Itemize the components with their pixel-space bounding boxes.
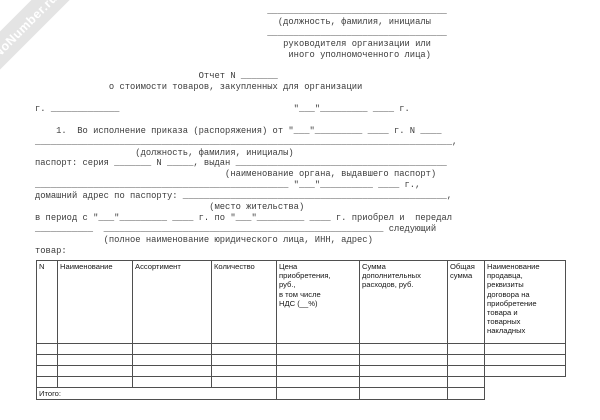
- empty-cell: [276, 354, 360, 366]
- total-label: Итого:: [36, 386, 277, 401]
- empty-cell: [211, 365, 277, 377]
- doc-line: (должность, фамилия, инициалы): [35, 147, 294, 158]
- table-row: [36, 343, 566, 355]
- col-header-extra-costs: Сумма дополнительных расходов, руб.: [359, 260, 448, 344]
- empty-cell: [447, 386, 485, 401]
- col-header-price: Цена приобретения, руб., в том числе НДС…: [276, 260, 360, 344]
- doc-line: товар:: [35, 245, 67, 256]
- empty-cell: [359, 343, 448, 355]
- empty-cell: [132, 354, 212, 366]
- empty-cell: [57, 376, 133, 388]
- empty-cell: [484, 354, 566, 366]
- empty-cell: [211, 343, 277, 355]
- empty-cell: [276, 376, 360, 388]
- doc-line: [35, 115, 457, 126]
- empty-cell: [36, 365, 58, 377]
- col-header-number: N: [36, 260, 58, 344]
- doc-line: ___________ ____________________________…: [35, 223, 437, 234]
- col-header-total-sum: Общая сумма: [447, 260, 485, 344]
- table-header-row: N Наименование Ассортимент Количество Це…: [36, 260, 566, 344]
- empty-cell: [447, 354, 485, 366]
- doc-line: (должность, фамилия, инициалы: [35, 16, 431, 27]
- empty-cell: [276, 365, 360, 377]
- empty-cell: [484, 365, 566, 377]
- doc-line: __________________________________: [35, 6, 447, 16]
- col-header-quantity: Количество: [211, 260, 277, 344]
- doc-line: руководителя организации или: [35, 38, 431, 49]
- empty-cell: [132, 376, 212, 388]
- doc-line: (место жительства): [35, 202, 305, 213]
- empty-cell: [36, 354, 58, 366]
- doc-title-line: о стоимости товаров, закупленных для орг…: [35, 82, 363, 93]
- doc-line: [35, 93, 457, 104]
- doc-title-line: Отчет N _______: [35, 71, 278, 82]
- col-header-name: Наименование: [57, 260, 133, 344]
- empty-cell: [447, 376, 485, 388]
- doc-line: ________________________________________…: [35, 136, 458, 147]
- empty-cell: [132, 365, 212, 377]
- col-header-seller: Наименование продавца, реквизиты договор…: [484, 260, 566, 344]
- empty-cell: [484, 343, 566, 355]
- empty-cell: [211, 354, 277, 366]
- doc-line: (полное наименование юридического лица, …: [35, 234, 373, 245]
- empty-cell: [36, 343, 58, 355]
- doc-line: домашний адрес по паспорту: ____________…: [35, 191, 453, 202]
- doc-line: (наименование органа, выдавшего паспорт): [35, 169, 437, 180]
- empty-cell: [447, 343, 485, 355]
- goods-table: N Наименование Ассортимент Количество Це…: [36, 260, 566, 401]
- doc-line: в период с "___"_________ ____ г. по "__…: [35, 212, 453, 223]
- empty-cell: [57, 343, 133, 355]
- empty-cell: [359, 386, 448, 401]
- table-row: [36, 354, 566, 366]
- table-row-short: [36, 376, 566, 388]
- empty-cell: [36, 376, 58, 388]
- col-header-assortment: Ассортимент: [132, 260, 212, 344]
- empty-cell: [211, 376, 277, 388]
- form-text-block: __________________________________ (долж…: [35, 6, 457, 256]
- doc-line: иного уполномоченного лица): [35, 49, 431, 60]
- empty-cell: [276, 386, 360, 401]
- doc-line: паспорт: серия _______ N _____, выдан __…: [35, 158, 447, 169]
- empty-cell: [359, 376, 448, 388]
- doc-line: __________________________________: [35, 27, 447, 38]
- total-row: Итого:: [36, 386, 566, 401]
- empty-cell: [359, 365, 448, 377]
- doc-line: ________________________________________…: [35, 180, 421, 191]
- doc-line: [35, 60, 457, 71]
- doc-line: 1. Во исполнение приказа (распоряжения) …: [35, 125, 442, 136]
- empty-cell: [57, 354, 133, 366]
- empty-cell: [276, 343, 360, 355]
- empty-cell: [57, 365, 133, 377]
- doc-line: г. _____________ "___"_________ ____ г.: [35, 104, 410, 115]
- empty-cell: [132, 343, 212, 355]
- empty-cell: [359, 354, 448, 366]
- table-row: [36, 365, 566, 377]
- empty-cell: [447, 365, 485, 377]
